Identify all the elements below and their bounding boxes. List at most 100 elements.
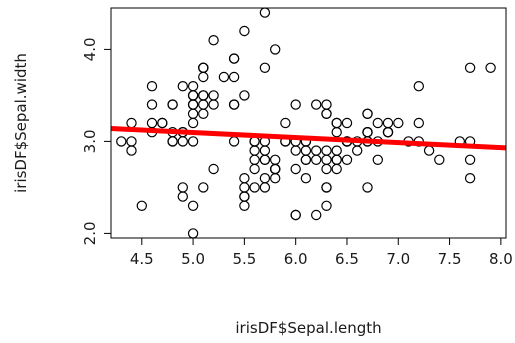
- data-point: [290, 145, 301, 156]
- x-axis-label: irisDF$Sepal.length: [235, 319, 381, 337]
- data-point: [228, 71, 240, 83]
- data-point: [239, 90, 250, 101]
- data-point: [259, 145, 271, 156]
- data-point: [249, 154, 260, 165]
- data-point: [300, 145, 312, 156]
- data-point: [259, 62, 271, 74]
- data-point: [177, 80, 188, 92]
- points-layer: [116, 7, 496, 239]
- data-point: [239, 200, 250, 211]
- data-point: [280, 117, 291, 129]
- data-point: [413, 80, 424, 92]
- data-point: [167, 136, 178, 147]
- data-point: [198, 62, 209, 74]
- x-axis: 4.5 5.0 5.5 6.0 6.5 7.0 7.5 8.0: [130, 238, 513, 268]
- data-point: [352, 145, 363, 156]
- data-point: [331, 163, 342, 175]
- data-point: [270, 154, 281, 165]
- data-point: [321, 99, 332, 110]
- data-point: [208, 35, 219, 46]
- data-point: [116, 136, 127, 147]
- data-point: [167, 99, 178, 110]
- data-point: [321, 182, 332, 193]
- data-point: [311, 99, 322, 110]
- data-point: [290, 209, 301, 221]
- data-point: [485, 62, 496, 74]
- data-point: [321, 200, 332, 211]
- data-point: [177, 136, 188, 147]
- data-point: [228, 53, 240, 64]
- data-point: [157, 117, 168, 129]
- x-tick-label: 8.0: [489, 250, 513, 268]
- data-point: [362, 126, 373, 138]
- data-point: [187, 228, 199, 239]
- data-point: [270, 44, 281, 55]
- data-point: [259, 7, 271, 18]
- data-point: [382, 117, 394, 129]
- y-tick-label: 2.0: [81, 221, 99, 245]
- data-point: [198, 108, 209, 120]
- data-point: [393, 117, 404, 129]
- data-point: [311, 154, 322, 165]
- data-point: [126, 117, 137, 129]
- x-tick-label: 6.0: [284, 250, 308, 268]
- data-point: [187, 136, 199, 147]
- data-point: [259, 154, 271, 165]
- x-tick-label: 7.0: [386, 250, 410, 268]
- data-point: [311, 145, 322, 156]
- data-point: [341, 117, 353, 129]
- data-point: [249, 182, 260, 193]
- x-tick-label: 5.0: [181, 250, 205, 268]
- data-point: [464, 172, 476, 184]
- data-point: [423, 145, 435, 156]
- x-tick-label: 5.5: [232, 250, 256, 268]
- data-point: [249, 145, 260, 156]
- data-point: [126, 145, 137, 156]
- data-point: [270, 163, 281, 175]
- data-point: [187, 108, 199, 120]
- data-point: [187, 117, 199, 129]
- plot-frame: [110, 7, 507, 239]
- data-point: [321, 108, 332, 120]
- y-tick-label: 4.0: [81, 37, 99, 61]
- data-point: [239, 191, 250, 202]
- data-point: [372, 154, 383, 165]
- data-point: [187, 200, 199, 211]
- x-tick-label: 6.5: [335, 250, 359, 268]
- data-point: [187, 80, 199, 92]
- data-point: [249, 163, 260, 175]
- data-point: [198, 90, 209, 101]
- data-point: [198, 182, 209, 193]
- data-point: [187, 90, 199, 101]
- data-point: [218, 71, 230, 83]
- data-point: [331, 126, 342, 138]
- data-point: [146, 80, 158, 92]
- data-point: [290, 99, 301, 110]
- data-point: [434, 154, 445, 165]
- data-point: [198, 71, 209, 83]
- data-point: [228, 99, 240, 110]
- data-point: [198, 99, 209, 110]
- data-point: [290, 163, 301, 175]
- data-point: [146, 99, 158, 110]
- data-point: [362, 108, 373, 120]
- data-point: [464, 154, 476, 165]
- data-point: [259, 182, 271, 193]
- data-point: [331, 117, 342, 129]
- data-point: [321, 145, 332, 156]
- data-point: [177, 182, 188, 193]
- data-point: [239, 172, 250, 184]
- data-point: [464, 62, 476, 74]
- data-point: [331, 154, 342, 165]
- data-point: [372, 117, 383, 129]
- data-point: [228, 136, 240, 147]
- data-point: [331, 145, 342, 156]
- data-point: [413, 117, 424, 129]
- data-point: [300, 172, 312, 184]
- data-point: [208, 90, 219, 101]
- data-point: [126, 136, 137, 147]
- data-point: [321, 154, 332, 165]
- data-point: [341, 154, 353, 165]
- x-tick-label: 7.5: [438, 250, 462, 268]
